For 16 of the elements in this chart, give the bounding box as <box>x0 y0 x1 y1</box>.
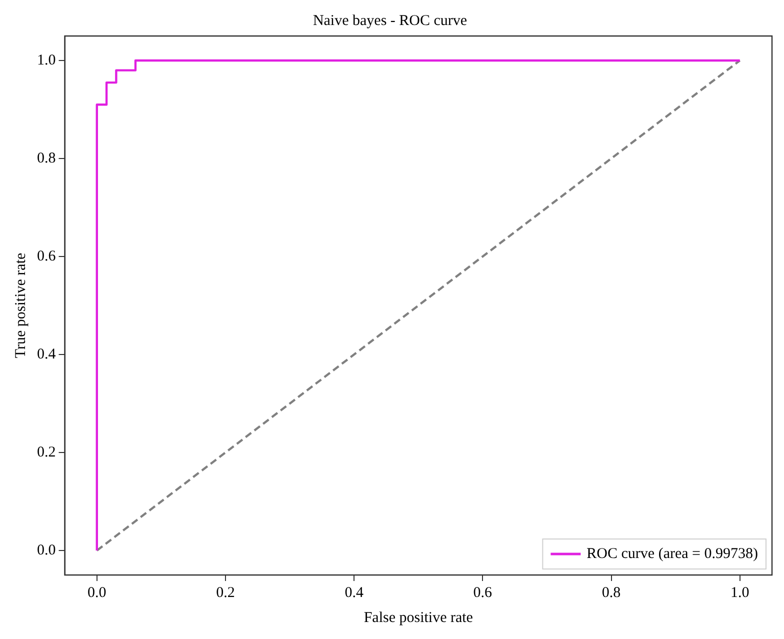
chart-title: Naive bayes - ROC curve <box>312 12 468 29</box>
y-tick-label: 0.2 <box>37 444 56 460</box>
y-tick-label: 0.0 <box>37 542 56 558</box>
y-tick-label: 1.0 <box>37 52 56 68</box>
x-tick-label: 0.0 <box>88 584 106 601</box>
x-tick-label: 0.4 <box>344 584 364 601</box>
y-tick-label: 0.8 <box>37 150 56 166</box>
x-tick-label: 0.2 <box>216 584 235 601</box>
x-tick-label: 0.6 <box>473 584 493 601</box>
x-tick-label: 0.8 <box>602 584 621 601</box>
legend-label: ROC curve (area = 0.99738) <box>586 546 758 562</box>
y-tick-label: 0.6 <box>37 248 56 264</box>
y-tick-label: 0.4 <box>37 346 56 362</box>
y-axis-title: True positive rate <box>12 252 29 358</box>
x-tick-label: 1.0 <box>730 584 750 601</box>
x-axis-title: False positive rate <box>364 610 474 626</box>
